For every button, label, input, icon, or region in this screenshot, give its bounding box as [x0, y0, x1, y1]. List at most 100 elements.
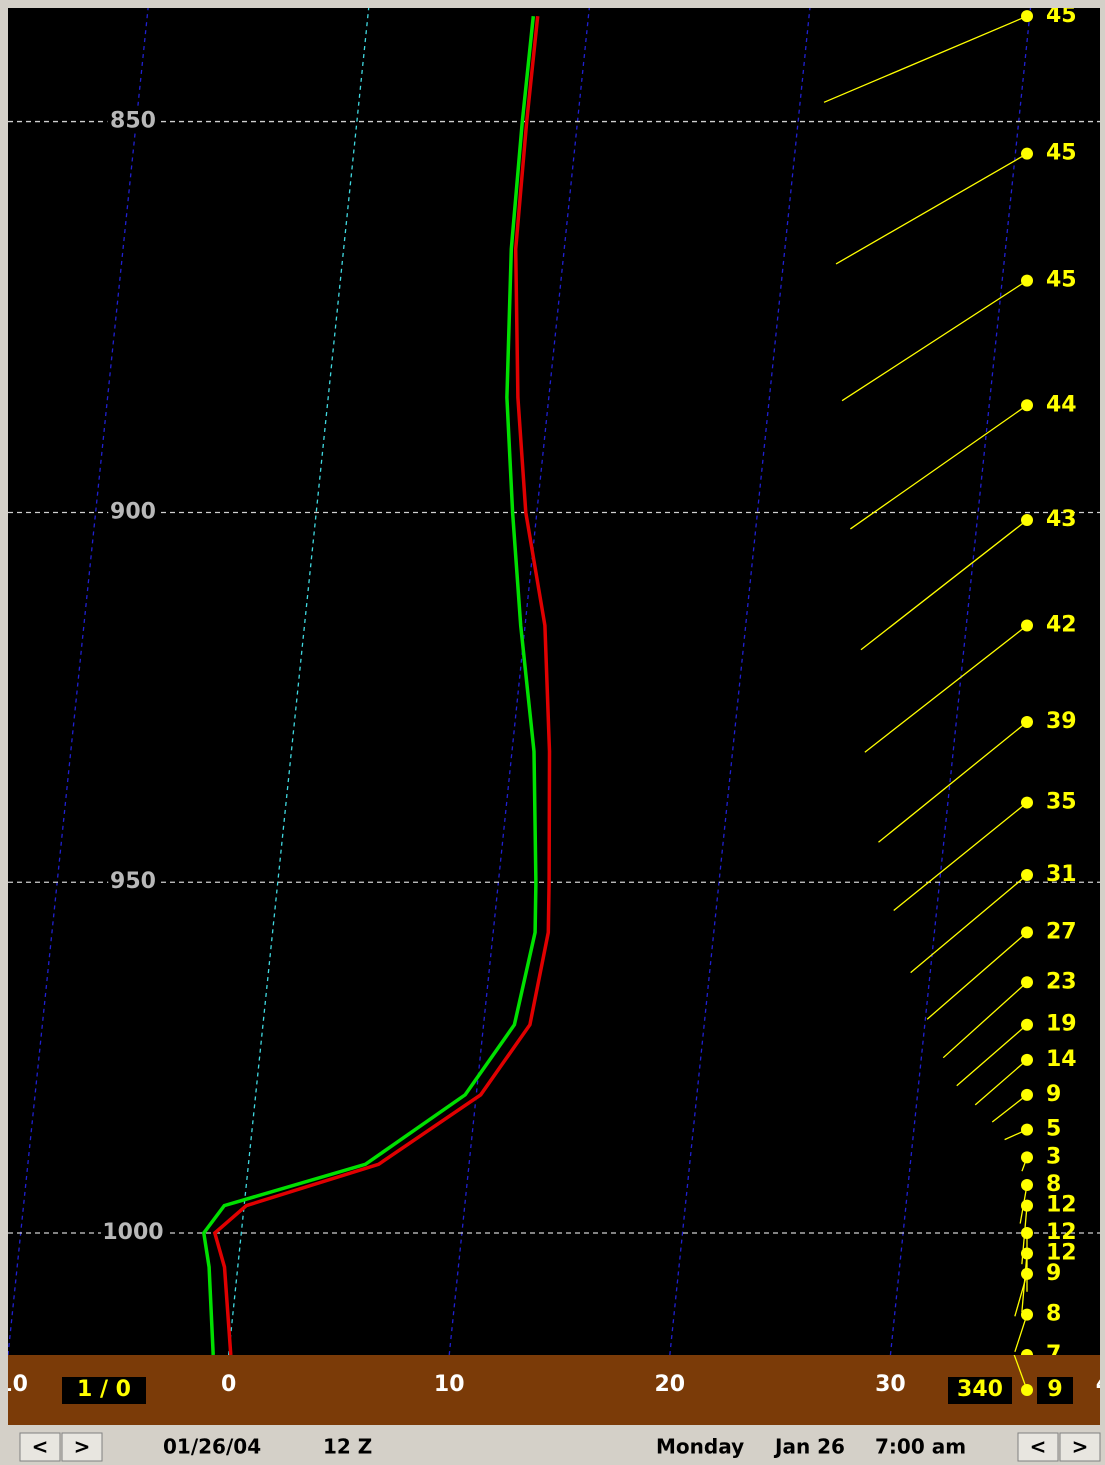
y-tick-label: 900	[110, 499, 156, 524]
wind-line	[926, 931, 1028, 1020]
wind-speed-label: 14	[1046, 1047, 1077, 1072]
wind-speed-label: 12	[1046, 1220, 1077, 1245]
button[interactable]	[19, 1432, 61, 1462]
wind-dot	[1021, 715, 1033, 728]
wind-line	[974, 1059, 1028, 1106]
isotherm	[8, 8, 149, 1355]
wind-dot	[1021, 1308, 1033, 1321]
wind-dot	[1021, 1226, 1033, 1239]
dewpoint-line	[201, 16, 538, 1355]
wind-speed-label: 45	[1046, 141, 1077, 166]
x-tick-label: 0	[221, 1372, 236, 1397]
button[interactable]	[1059, 1432, 1101, 1462]
plot-panel	[8, 8, 1100, 1355]
wind-dot	[1021, 274, 1033, 287]
wind-speed-label: 7	[1046, 1342, 1061, 1367]
wind-dot	[1021, 1151, 1033, 1164]
x-tick-label: 30	[875, 1372, 906, 1397]
button-label[interactable]: <	[1030, 1435, 1047, 1459]
weekday: Monday	[656, 1435, 744, 1459]
wind-dot	[1021, 399, 1033, 412]
wind-dot	[1021, 1247, 1033, 1260]
wind-line	[1013, 1355, 1028, 1391]
wind-dot	[1021, 514, 1033, 527]
wind-speed-label: 43	[1046, 507, 1077, 532]
wind-dot	[1021, 1384, 1033, 1396]
wind-speed-label: 12	[1046, 1240, 1077, 1265]
wind-speed-label: 45	[1046, 268, 1077, 293]
wind-dot	[1021, 926, 1033, 939]
surface-direction: 340	[957, 1377, 1003, 1402]
button[interactable]	[61, 1432, 103, 1462]
wind-line	[1014, 1314, 1028, 1353]
wind-line	[841, 280, 1028, 402]
y-tick-label: 850	[110, 109, 156, 134]
y-tick-label: 1000	[102, 1220, 163, 1245]
label-box	[948, 1377, 1012, 1404]
wind-line	[835, 153, 1028, 265]
wind-dot	[1021, 1349, 1033, 1355]
wind-speed-label: 8	[1046, 1302, 1061, 1327]
wind-dot	[1021, 619, 1033, 632]
button-label[interactable]: >	[74, 1435, 91, 1459]
wind-line	[878, 721, 1028, 843]
isotherm	[448, 8, 590, 1355]
y-tick-label: 950	[110, 869, 156, 894]
button[interactable]	[1017, 1432, 1059, 1462]
wind-dot	[1021, 869, 1033, 882]
wind-line	[823, 15, 1028, 103]
wind-speed-label: 23	[1046, 969, 1077, 994]
wind-speed-label: 9	[1046, 1082, 1061, 1107]
label-box	[1037, 1377, 1073, 1404]
wind-line	[910, 874, 1028, 974]
axis-band: -10 0 10 20 30 40 340 9 1 / 0	[0, 1355, 1105, 1404]
wind-dot	[1021, 976, 1033, 989]
time: 7:00 am	[875, 1435, 966, 1459]
isotherm	[889, 8, 1032, 1355]
wind-line	[956, 1024, 1028, 1087]
x-tick-label: 10	[434, 1372, 465, 1397]
date: 01/26/04	[163, 1435, 261, 1459]
wind-dot	[1021, 10, 1033, 23]
button-label[interactable]: >	[1072, 1435, 1089, 1459]
x-tick-label: -10	[0, 1372, 28, 1397]
temperature-line	[212, 16, 552, 1355]
x-tick-label: 40	[1096, 1372, 1105, 1397]
wind-dot	[1021, 1199, 1033, 1212]
wind-speed-label: 12	[1046, 1193, 1077, 1218]
wind-dot	[1021, 147, 1033, 160]
wind-line	[864, 624, 1028, 753]
wind-line	[850, 404, 1028, 530]
wind-dot	[1021, 1123, 1033, 1136]
wind-speed-label: 27	[1046, 919, 1077, 944]
label-box	[62, 1377, 146, 1404]
wind-speed-label: 8	[1046, 1172, 1061, 1197]
wind-dot	[1021, 1267, 1033, 1280]
box-label: 1 / 0	[77, 1377, 131, 1402]
hour: 12 Z	[323, 1435, 372, 1459]
day: Jan 26	[773, 1435, 845, 1459]
wind-line	[893, 802, 1028, 912]
wind-line	[1014, 1273, 1028, 1317]
wind-speed-label: 5	[1046, 1117, 1061, 1142]
surface-speed: 9	[1047, 1377, 1062, 1402]
status-bg	[8, 1427, 1100, 1465]
wind-speed-label: 45	[1046, 3, 1077, 28]
wind-dot	[1021, 1088, 1033, 1101]
wind-dot	[1021, 796, 1033, 809]
status-bar: < > 01/26/04 12 Z Monday Jan 26 7:00 am …	[8, 1427, 1101, 1465]
isotherm	[227, 8, 370, 1355]
wind-line	[860, 519, 1028, 651]
wind-speed-label: 3	[1046, 1144, 1061, 1169]
wind-speed-label: 35	[1046, 790, 1077, 815]
plot-area: 8509009501000454545444342393531272319149…	[8, 3, 1100, 1367]
wind-line	[991, 1094, 1028, 1123]
wind-speed-label: 39	[1046, 709, 1077, 734]
temperature-band	[8, 1355, 1100, 1425]
wind-speed-label: 44	[1046, 392, 1077, 417]
wind-speed-label: 9	[1046, 1261, 1061, 1286]
button-label[interactable]: <	[32, 1435, 49, 1459]
isotherm	[669, 8, 811, 1355]
wind-line	[942, 981, 1028, 1059]
